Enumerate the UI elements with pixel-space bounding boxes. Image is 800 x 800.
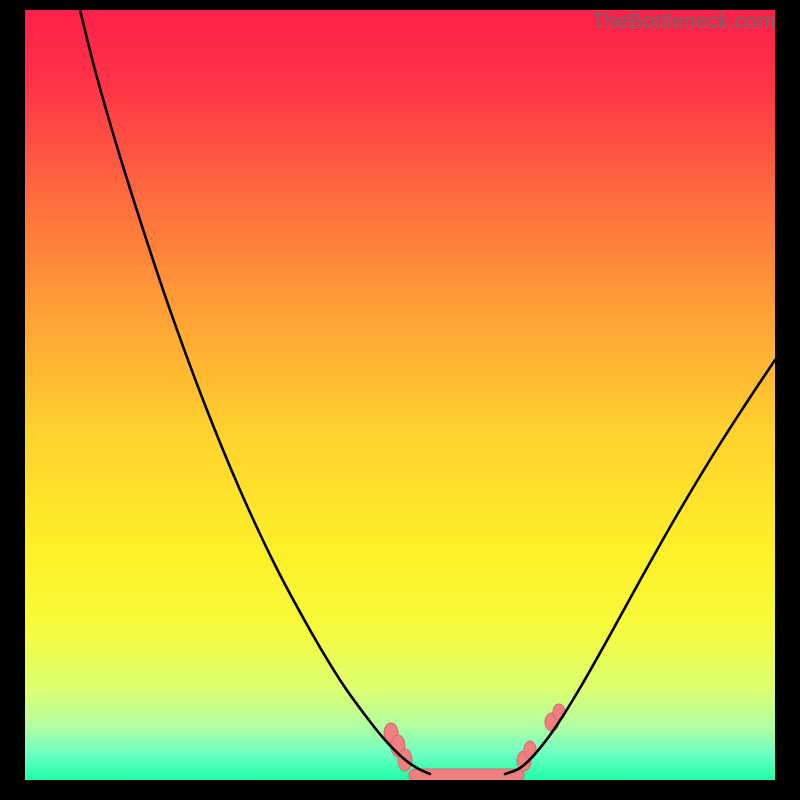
right-curve (505, 360, 775, 774)
chart-frame: TheBottleneck.com (0, 0, 800, 800)
plot-area (25, 10, 775, 780)
watermark-text: TheBottleneck.com (592, 10, 775, 34)
curves-layer (25, 10, 775, 780)
left-curve (80, 10, 430, 774)
